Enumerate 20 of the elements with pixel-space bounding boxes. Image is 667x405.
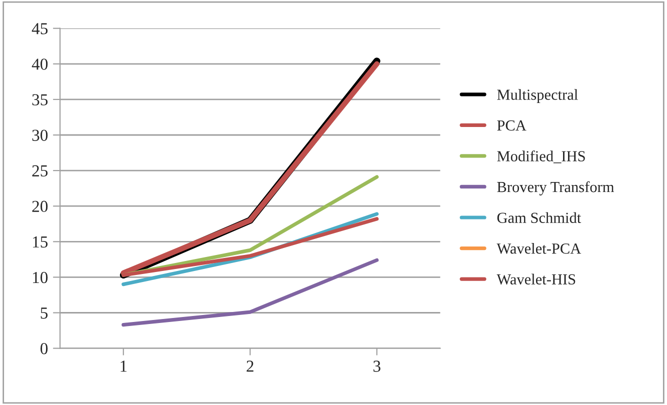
legend-label: Brovery Transform bbox=[497, 181, 614, 196]
legend-label: Wavelet-HIS bbox=[496, 274, 576, 285]
y-tick-label: 15 bbox=[33, 236, 48, 248]
legend-label: Gam Schmidt bbox=[497, 212, 582, 223]
y-tick-label: 30 bbox=[32, 130, 48, 141]
y-tick-label: 0 bbox=[40, 343, 48, 354]
y-tick-label: 5 bbox=[40, 308, 48, 319]
y-tick-label: 25 bbox=[32, 165, 48, 176]
x-tick-label: 2 bbox=[246, 360, 254, 372]
legend-label: Multispectral bbox=[497, 89, 578, 103]
y-tick-label: 40 bbox=[32, 58, 48, 70]
y-tick-label: 20 bbox=[32, 200, 48, 212]
legend-label: PCA bbox=[497, 120, 526, 131]
y-tick-label: 10 bbox=[33, 272, 48, 284]
legend-label: Wavelet-PCA bbox=[496, 243, 582, 254]
y-tick-label: 45 bbox=[32, 23, 48, 34]
legend-label: Modified_IHS bbox=[497, 150, 585, 164]
x-tick-label: 3 bbox=[373, 360, 380, 372]
y-tick-label: 35 bbox=[32, 94, 48, 106]
x-tick-label: 1 bbox=[120, 360, 127, 372]
